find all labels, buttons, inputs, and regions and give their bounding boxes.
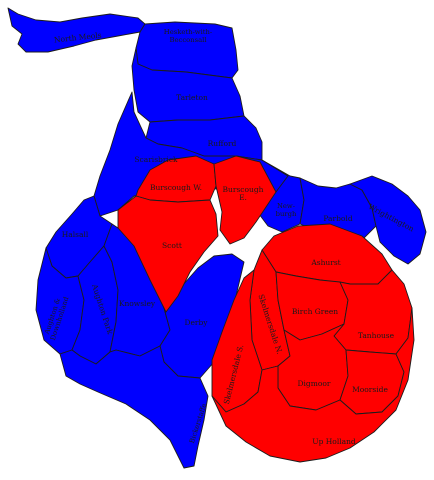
- ward-label-line: Rufford: [208, 139, 237, 148]
- ward-label-line: Ashurst: [310, 258, 340, 267]
- ward-label-line: Up Holland: [312, 437, 356, 446]
- label-up-holland: Up Holland: [312, 437, 356, 446]
- label-ashurst: Ashurst: [310, 258, 340, 267]
- ward-label-line: Scarisbrick: [134, 155, 178, 164]
- ward-bickerstaffe: [59, 345, 209, 469]
- ward-up-holland: [211, 307, 415, 463]
- ward-label-line: Knowsley: [119, 299, 156, 308]
- label-scott: Scott: [162, 241, 182, 250]
- label-burscough-east: Burscough E.: [223, 185, 264, 202]
- label-rufford: Rufford: [208, 139, 237, 148]
- label-scarisbrick: Scarisbrick: [134, 155, 178, 164]
- ward-wrightington: [349, 175, 427, 265]
- ward-burscough-east: [213, 155, 277, 245]
- ward-label-line: New-: [277, 202, 295, 210]
- ward-newburgh: [255, 159, 305, 233]
- label-hesketh-with-becconsall: Hesketh-with-Becconsall: [164, 28, 212, 44]
- label-tarleton: Tarleton: [176, 93, 208, 102]
- ward-label-line: Halsall: [62, 230, 89, 239]
- ward-label-line: Tarleton: [176, 93, 208, 102]
- ward-label-line: Burscough W.: [150, 183, 202, 192]
- label-tanhouse: Tanhouse: [358, 331, 395, 340]
- ward-label-line: Tanhouse: [358, 331, 395, 340]
- ward-label-line: Hesketh-with-: [164, 28, 212, 36]
- label-digmoor: Digmoor: [298, 379, 331, 388]
- ward-label-line: E.: [239, 193, 247, 202]
- ward-label-line: Moorside: [352, 385, 388, 394]
- label-derby: Derby: [184, 318, 208, 327]
- label-knowsley: Knowsley: [119, 299, 156, 308]
- ward-label-line: Parbold: [323, 214, 352, 223]
- ward-label-line: burgh: [276, 210, 297, 218]
- ward-label-line: Burscough: [223, 185, 264, 194]
- label-burscough-west: Burscough W.: [150, 183, 202, 192]
- label-newburgh: New-burgh: [276, 202, 297, 218]
- ward-label-line: Derby: [184, 318, 208, 327]
- label-halsall: Halsall: [62, 230, 89, 239]
- label-moorside: Moorside: [352, 385, 388, 394]
- ward-label-line: Birch Green: [292, 307, 338, 316]
- ward-label-line: Becconsall: [170, 36, 207, 44]
- ward-scott: [117, 195, 219, 313]
- label-birch-green: Birch Green: [292, 307, 338, 316]
- ward-north-meols: [7, 7, 146, 53]
- ward-label-line: Scott: [162, 241, 182, 250]
- ward-label-line: Digmoor: [298, 379, 331, 388]
- label-parbold: Parbold: [323, 214, 352, 223]
